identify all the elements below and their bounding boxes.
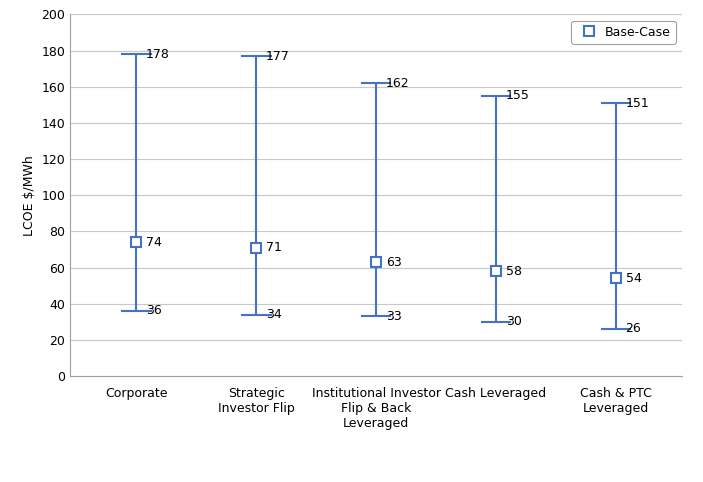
Text: 151: 151	[626, 96, 650, 109]
Text: 58: 58	[505, 265, 522, 278]
Text: 178: 178	[146, 48, 169, 61]
Legend: Base-Case: Base-Case	[571, 21, 676, 44]
Text: 34: 34	[266, 308, 281, 321]
Y-axis label: LCOE $/MWh: LCOE $/MWh	[23, 155, 36, 236]
Text: 26: 26	[626, 322, 641, 335]
Text: 74: 74	[146, 236, 162, 249]
Text: 63: 63	[386, 255, 401, 268]
Text: 33: 33	[386, 310, 401, 323]
Text: 71: 71	[266, 241, 282, 254]
Text: 162: 162	[386, 77, 409, 90]
Text: 30: 30	[505, 315, 522, 328]
Text: 36: 36	[146, 305, 162, 317]
Text: 155: 155	[505, 89, 529, 102]
Text: 54: 54	[626, 272, 641, 285]
Text: 177: 177	[266, 50, 290, 63]
